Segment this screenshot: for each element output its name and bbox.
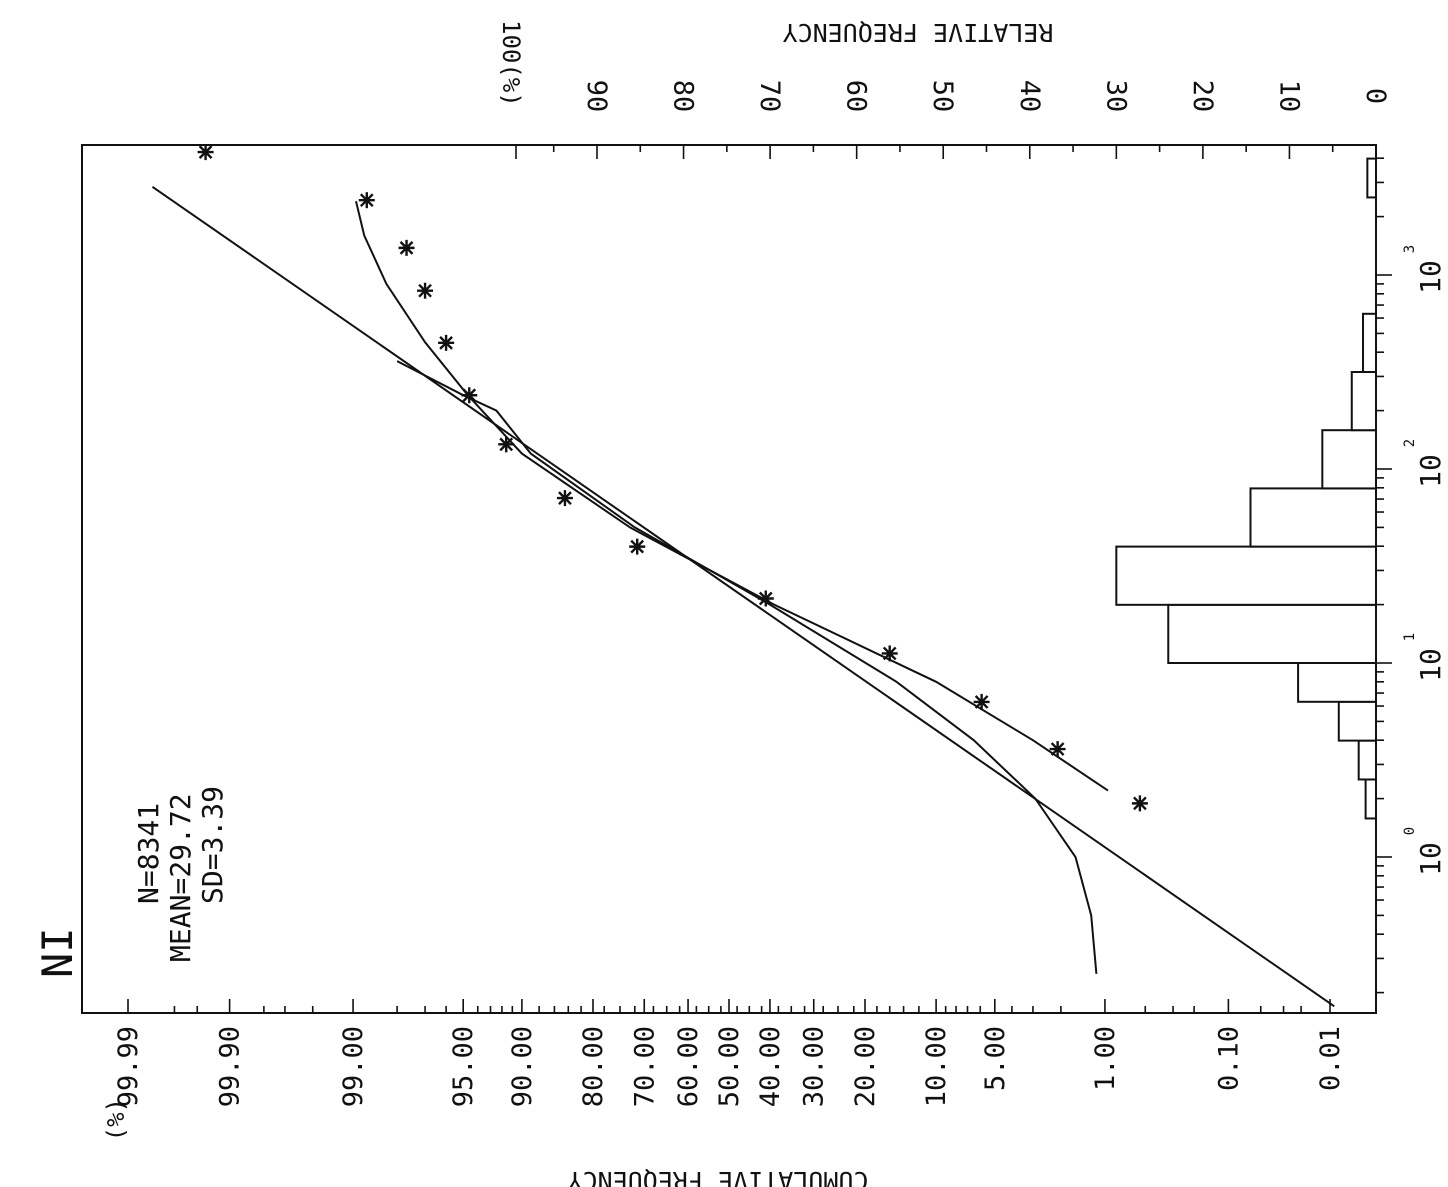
histogram-bar xyxy=(1321,429,1378,490)
cumulative-tick-label: 99.00 xyxy=(338,1026,369,1107)
data-point-stroke xyxy=(198,145,213,159)
data-point-stroke xyxy=(882,646,897,661)
stat-mean: MEAN=29.72 xyxy=(164,793,197,962)
log-tick-base: 10 xyxy=(1414,260,1447,294)
stat-sd: SD=3.39 xyxy=(196,786,229,904)
cumulative-tick-label: 99.99 xyxy=(113,1026,144,1107)
cumulative-tick-label: 50.00 xyxy=(714,1026,745,1107)
data-point xyxy=(973,693,990,710)
stats-block: N=8341 MEAN=29.72 SD=3.39 xyxy=(132,786,229,962)
cumulative-tick-label: 90.00 xyxy=(507,1026,538,1107)
relative-axis-unit: 100(%) xyxy=(497,20,525,107)
histogram-bar xyxy=(1167,603,1378,665)
data-point xyxy=(629,538,646,555)
cumulative-tick-label: 40.00 xyxy=(755,1026,786,1107)
fit-curves xyxy=(151,185,1335,1008)
histogram-bar xyxy=(1249,487,1377,548)
relative-tick-label: 60 xyxy=(841,80,872,113)
data-point xyxy=(197,144,214,161)
relative-tick-label: 30 xyxy=(1100,80,1131,113)
log-tick-exponent: 2 xyxy=(1402,439,1418,447)
relative-axis-label: RELATIVE FREQUENCY xyxy=(783,18,1054,47)
data-point xyxy=(757,590,774,607)
data-point xyxy=(438,334,455,351)
relative-tick-label: 70 xyxy=(754,80,785,113)
data-point xyxy=(1131,795,1148,812)
cumulative-tick-label: 30.00 xyxy=(799,1026,830,1107)
log-tick-exponent: 3 xyxy=(1402,245,1418,253)
data-point xyxy=(556,490,573,507)
data-point-stroke xyxy=(630,539,645,554)
histogram-bar xyxy=(1115,545,1378,606)
data-point-stroke xyxy=(1050,742,1065,756)
data-points xyxy=(197,144,1148,812)
data-point xyxy=(498,436,515,453)
cumulative-tick-label: 10.00 xyxy=(921,1026,952,1107)
relative-frequency-axis: 0 10 20 30 40 50 60 70 80 90 xyxy=(515,80,1391,159)
cumulative-tick-label: 20.00 xyxy=(850,1026,881,1107)
fit-curve xyxy=(355,200,1109,792)
cumulative-axis-unit: (%) xyxy=(102,1098,130,1141)
fit-line xyxy=(151,185,1335,1008)
cumulative-tick-label: 70.00 xyxy=(629,1026,660,1107)
data-point-stroke xyxy=(418,283,432,298)
data-point-stroke xyxy=(974,695,989,709)
relative-tick-label: 0 xyxy=(1360,88,1391,104)
histogram-bars xyxy=(1115,157,1378,820)
value-log-axis: 10 0 10 1 10 2 10 3 xyxy=(1376,157,1447,994)
log-tick-base: 10 xyxy=(1414,454,1447,488)
log-tick-base: 10 xyxy=(1414,648,1447,682)
data-point xyxy=(461,387,478,404)
histogram-bar xyxy=(1364,778,1377,820)
cumulative-frequency-axis: 99.99 99.90 99.00 95.00 90.00 80.00 70.00 60.00… xyxy=(113,999,1346,1107)
data-point xyxy=(881,645,898,662)
cumulative-axis-label: CUMULATIVE FREQUENCY xyxy=(567,1166,868,1187)
chart-title: NI xyxy=(33,927,82,978)
cumulative-tick-label: 0.10 xyxy=(1213,1026,1244,1091)
histogram-bar xyxy=(1337,700,1378,742)
stat-n: N=8341 xyxy=(132,803,165,904)
cumulative-tick-label: 1.00 xyxy=(1090,1026,1121,1091)
relative-tick-label: 90 xyxy=(581,80,612,113)
data-point-stroke xyxy=(359,193,374,208)
data-point-stroke xyxy=(558,491,572,505)
relative-tick-label: 80 xyxy=(668,80,699,113)
relative-tick-label: 20 xyxy=(1187,80,1218,113)
data-point-stroke xyxy=(439,335,453,350)
relative-tick-label: 10 xyxy=(1273,80,1304,113)
data-point xyxy=(398,239,415,256)
log-tick-exponent: 1 xyxy=(1402,633,1418,641)
cumulative-tick-label: 60.00 xyxy=(673,1026,704,1107)
data-point-stroke xyxy=(1133,796,1147,811)
relative-tick-label: 40 xyxy=(1014,80,1045,113)
data-point-stroke xyxy=(758,591,773,606)
histogram-bar xyxy=(1366,157,1378,199)
cumulative-tick-label: 0.01 xyxy=(1315,1026,1346,1091)
log-tick-base: 10 xyxy=(1414,842,1447,876)
relative-tick-label: 50 xyxy=(927,80,958,113)
histogram-bar xyxy=(1362,312,1378,374)
fit-curve xyxy=(396,360,1098,974)
data-point xyxy=(417,282,434,299)
cumulative-tick-label: 80.00 xyxy=(578,1026,609,1107)
cumulative-tick-label: 5.00 xyxy=(980,1026,1011,1091)
data-point-stroke xyxy=(499,437,514,452)
cumulative-tick-label: 95.00 xyxy=(448,1026,479,1107)
data-point xyxy=(1049,741,1066,758)
histogram-bar xyxy=(1357,739,1377,781)
histogram-bar xyxy=(1350,371,1377,432)
data-point xyxy=(358,192,375,209)
cumulative-tick-label: 99.90 xyxy=(215,1026,246,1107)
histogram-bar xyxy=(1297,662,1377,703)
data-point-stroke xyxy=(399,241,414,255)
log-tick-exponent: 0 xyxy=(1402,827,1418,835)
data-point-stroke xyxy=(462,388,477,403)
